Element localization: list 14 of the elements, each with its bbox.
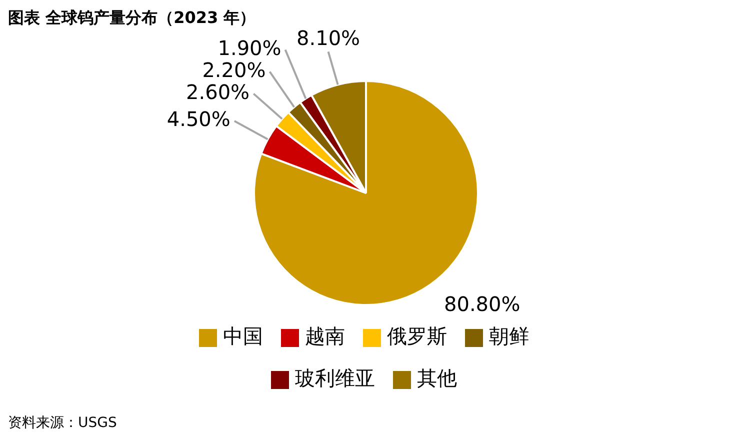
legend-label: 中国 [223,324,263,348]
text: 资料来源：USGS [8,414,118,432]
legend-label: 其他 [417,366,457,390]
data-label: 2.20% [202,58,266,82]
data-label: 2.60% [186,80,250,104]
data-label: 80.80% [444,292,520,316]
legend-label: 玻利维亚 [295,366,375,390]
data-label: 1.90% [218,36,282,60]
chart-title: 图表 全球钨产量分布（2023 年） [8,8,256,27]
data-label: 4.50% [166,107,230,132]
legend-label: 俄罗斯 [387,324,447,348]
data-label: 8.10% [296,26,360,50]
legend-label: 朝鲜 [489,324,529,348]
legend-label: 越南 [305,324,345,348]
